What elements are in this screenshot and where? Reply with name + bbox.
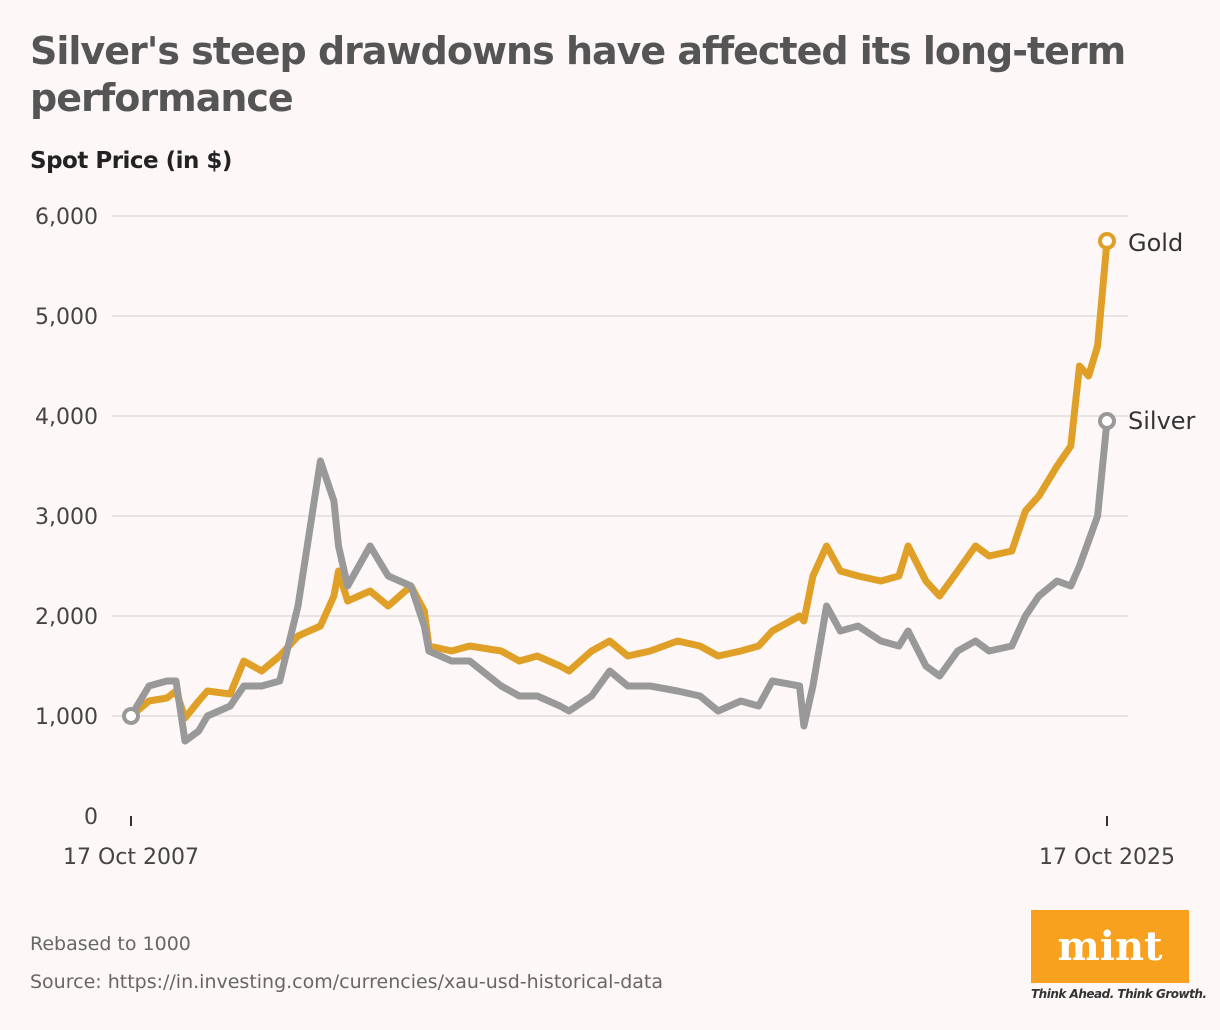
start-marker bbox=[122, 707, 140, 725]
mint-logo: mint bbox=[1031, 910, 1189, 983]
y-tick-label: 3,000 bbox=[35, 505, 98, 530]
y-tick-label: 6,000 bbox=[35, 205, 98, 230]
end-marker-silver bbox=[1098, 412, 1116, 430]
y-tick-label: 1,000 bbox=[35, 705, 98, 730]
series-line-silver bbox=[127, 417, 1111, 745]
x-tick-label-end: 17 Oct 2025 bbox=[1039, 845, 1175, 870]
series-label-gold: Gold bbox=[1128, 229, 1183, 257]
y-tick-label: 5,000 bbox=[35, 305, 98, 330]
chart-title: Silver's steep drawdowns have affected i… bbox=[30, 29, 1126, 120]
x-tick-label-start: 17 Oct 2007 bbox=[63, 845, 199, 870]
line-chart: 0 1,000 2,000 3,000 4,000 5,000 6,000 17 Oct 2… bbox=[35, 205, 1196, 870]
rebase-note: Rebased to 1000 bbox=[30, 933, 191, 955]
series-line-gold bbox=[127, 237, 1111, 722]
y-tick-label: 4,000 bbox=[35, 405, 98, 430]
y-axis-label: Spot Price (in $) bbox=[30, 148, 232, 174]
source-note: Source: https://in.investing.com/currenc… bbox=[30, 971, 664, 993]
y-tick-label: 0 bbox=[84, 805, 98, 830]
y-tick-label: 2,000 bbox=[35, 605, 98, 630]
end-marker-gold bbox=[1098, 232, 1116, 250]
series-label-silver: Silver bbox=[1128, 407, 1196, 435]
logo-tagline: Think Ahead. Think Growth. bbox=[1031, 987, 1207, 1001]
logo-text: mint bbox=[1057, 923, 1163, 970]
